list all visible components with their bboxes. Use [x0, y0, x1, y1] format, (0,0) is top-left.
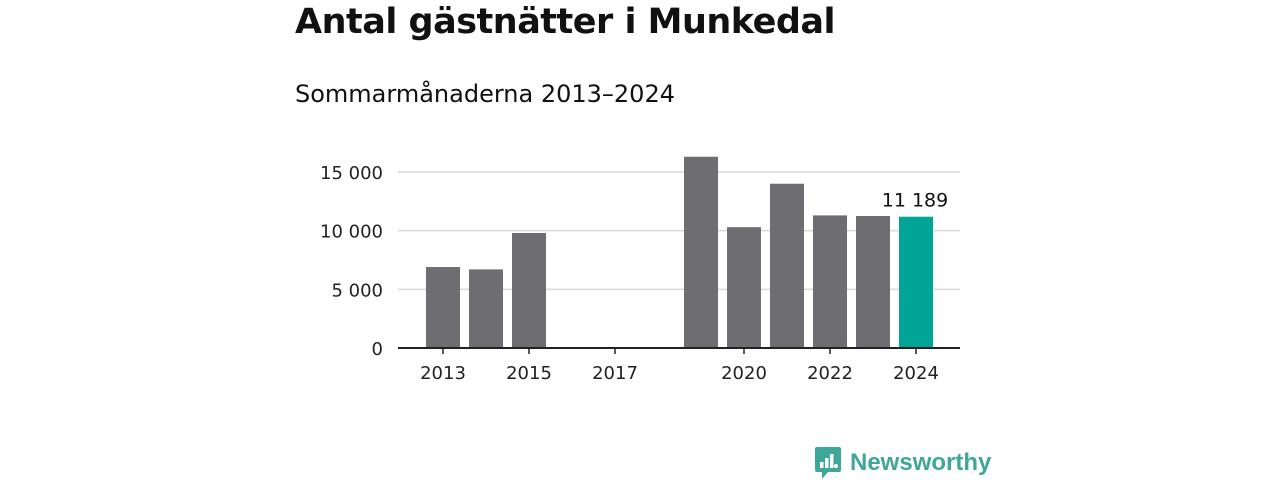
bar-2019	[684, 156, 718, 348]
bar-2014	[469, 269, 503, 348]
y-tick-label: 10 000	[320, 222, 383, 243]
x-tick-label: 2022	[807, 363, 853, 384]
x-tick-label: 2015	[506, 363, 552, 384]
data-label: 11 189	[882, 190, 948, 212]
bar-2020	[727, 227, 761, 348]
x-tick-label: 2024	[893, 363, 939, 384]
newsworthy-logo[interactable]: Newsworthy	[814, 446, 991, 480]
bar-2015	[512, 233, 546, 348]
bar-2013	[426, 267, 460, 348]
bar-2023	[856, 216, 890, 348]
x-tick-label: 2020	[721, 363, 767, 384]
chart-subtitle: Sommarmånaderna 2013–2024	[295, 80, 675, 108]
y-tick-label: 15 000	[320, 163, 383, 184]
bar-2021	[770, 183, 804, 348]
x-tick-label: 2017	[592, 363, 638, 384]
chart-title: Antal gästnätter i Munkedal	[295, 2, 836, 42]
y-tick-label: 5 000	[331, 280, 383, 301]
bar-2024	[899, 216, 933, 348]
y-tick-label: 0	[372, 339, 383, 360]
x-tick-label: 2013	[420, 363, 466, 384]
bar-2022	[813, 215, 847, 348]
newsworthy-logo-icon	[815, 447, 841, 479]
labels: 0 5 000 10 000 15 000 2013 2015 2017 2020 2022 20…	[320, 163, 948, 384]
brand-name: Newsworthy	[850, 449, 992, 476]
bars	[426, 156, 933, 348]
axes	[398, 347, 960, 354]
